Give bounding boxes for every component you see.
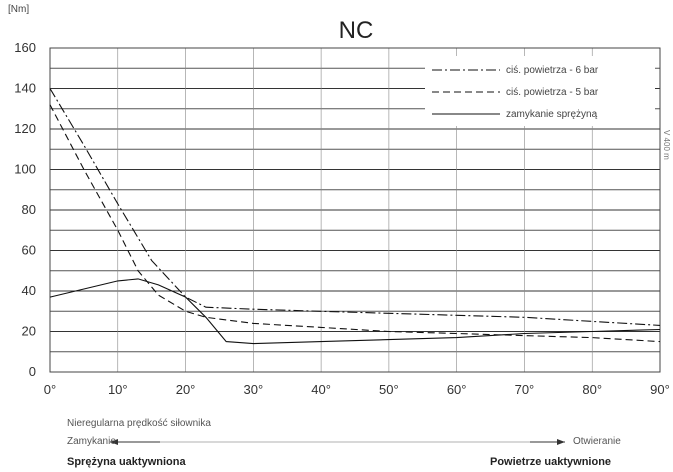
legend-label: zamykanie sprężyną bbox=[506, 109, 598, 120]
y-tick-label: 60 bbox=[22, 243, 36, 258]
y-tick-label: 0 bbox=[29, 364, 36, 379]
y-tick-label: 160 bbox=[14, 40, 36, 55]
x-tick-label: 20° bbox=[176, 382, 196, 397]
air-active-label: Powietrze uaktywnione bbox=[490, 456, 612, 468]
y-axis-unit-label: [Nm] bbox=[8, 4, 29, 15]
x-tick-label: 40° bbox=[311, 382, 331, 397]
y-tick-label: 120 bbox=[14, 121, 36, 136]
legend: ciś. powietrza - 6 bar ciś. powietrza - 5… bbox=[425, 56, 655, 126]
series-line bbox=[49, 88, 661, 326]
x-tick-label: 80° bbox=[582, 382, 602, 397]
y-tick-label: 100 bbox=[14, 162, 36, 177]
y-tick-label: 140 bbox=[14, 81, 36, 96]
y-tick-label: 80 bbox=[22, 202, 36, 217]
chart-title: NC bbox=[339, 17, 374, 44]
y-tick-label: 40 bbox=[22, 283, 36, 298]
plot-frame bbox=[49, 47, 661, 373]
series-line bbox=[49, 104, 661, 343]
x-tick-label: 0° bbox=[44, 382, 56, 397]
x-tick-label: 70° bbox=[515, 382, 535, 397]
series-layer bbox=[49, 88, 661, 345]
x-tick-label: 10° bbox=[108, 382, 128, 397]
legend-label: ciś. powietrza - 6 bar bbox=[506, 65, 599, 76]
x-tick-label: 50° bbox=[379, 382, 399, 397]
legend-label: ciś. powietrza - 5 bar bbox=[506, 87, 599, 98]
opening-label: Otwieranie bbox=[573, 436, 621, 447]
closing-label: Zamykanie bbox=[67, 436, 116, 447]
tick-labels: 0 20 40 60 80 100 120 140 160 0° 10° 20° 30° 40° 50° 60… bbox=[14, 40, 670, 397]
opening-arrow bbox=[530, 439, 565, 445]
spring-active-label: Sprężyna uaktywniona bbox=[67, 456, 186, 468]
x-tick-label: 60° bbox=[447, 382, 467, 397]
closing-arrow bbox=[110, 439, 160, 445]
y-tick-label: 20 bbox=[22, 324, 36, 339]
speed-note: Nieregularna prędkość siłownika bbox=[67, 418, 211, 429]
x-tick-label: 30° bbox=[243, 382, 263, 397]
series-line bbox=[49, 278, 661, 345]
x-tick-label: 90° bbox=[650, 382, 670, 397]
side-note: V 400 m bbox=[662, 130, 671, 160]
